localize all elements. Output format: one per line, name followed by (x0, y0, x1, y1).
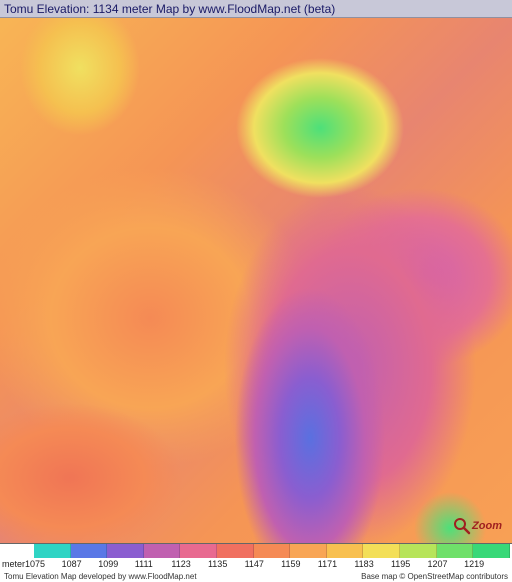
legend-swatch (473, 544, 510, 558)
legend-swatches (34, 544, 510, 558)
footer-attribution-right: Base map © OpenStreetMap contributors (361, 571, 508, 582)
legend-tick: 1099 (98, 559, 135, 571)
magnifier-icon (453, 517, 471, 535)
zoom-control[interactable]: Zoom (453, 517, 502, 535)
legend-tick: 1159 (281, 559, 318, 571)
legend-tick: 1135 (208, 559, 245, 571)
legend-swatch (254, 544, 291, 558)
legend-swatch (437, 544, 474, 558)
page-title: Tomu Elevation: 1134 meter Map by www.Fl… (4, 2, 335, 16)
legend-tick: 1219 (464, 559, 501, 571)
legend-tick: 1087 (62, 559, 99, 571)
title-bar: Tomu Elevation: 1134 meter Map by www.Fl… (0, 0, 512, 18)
legend-tick: 1171 (318, 559, 355, 571)
legend-swatch (290, 544, 327, 558)
legend-tick: 1183 (354, 559, 391, 571)
legend-swatch (400, 544, 437, 558)
legend-swatch (217, 544, 254, 558)
footer-attribution-left: Tomu Elevation Map developed by www.Floo… (4, 571, 197, 582)
legend-swatch (34, 544, 71, 558)
legend-swatch (144, 544, 181, 558)
footer: Tomu Elevation Map developed by www.Floo… (0, 571, 512, 582)
legend-swatch (363, 544, 400, 558)
legend-tick: 1147 (245, 559, 282, 571)
legend-tick: 1075 (25, 559, 62, 571)
legend-swatch (71, 544, 108, 558)
legend-tick: 1195 (391, 559, 428, 571)
legend-swatch (180, 544, 217, 558)
legend-swatch (107, 544, 144, 558)
legend-tick-labels: 1075108710991111112311351147115911711183… (34, 559, 510, 571)
map-heatmap-layer (0, 18, 512, 543)
legend-tick: 1207 (428, 559, 465, 571)
legend-swatch (327, 544, 364, 558)
zoom-label: Zoom (472, 520, 502, 532)
legend-tick: 1123 (171, 559, 208, 571)
elevation-legend: meter 1075108710991111112311351147115911… (0, 543, 512, 571)
elevation-map[interactable]: Zoom (0, 18, 512, 543)
legend-tick: 1111 (135, 559, 172, 571)
legend-unit-label: meter (2, 559, 25, 569)
